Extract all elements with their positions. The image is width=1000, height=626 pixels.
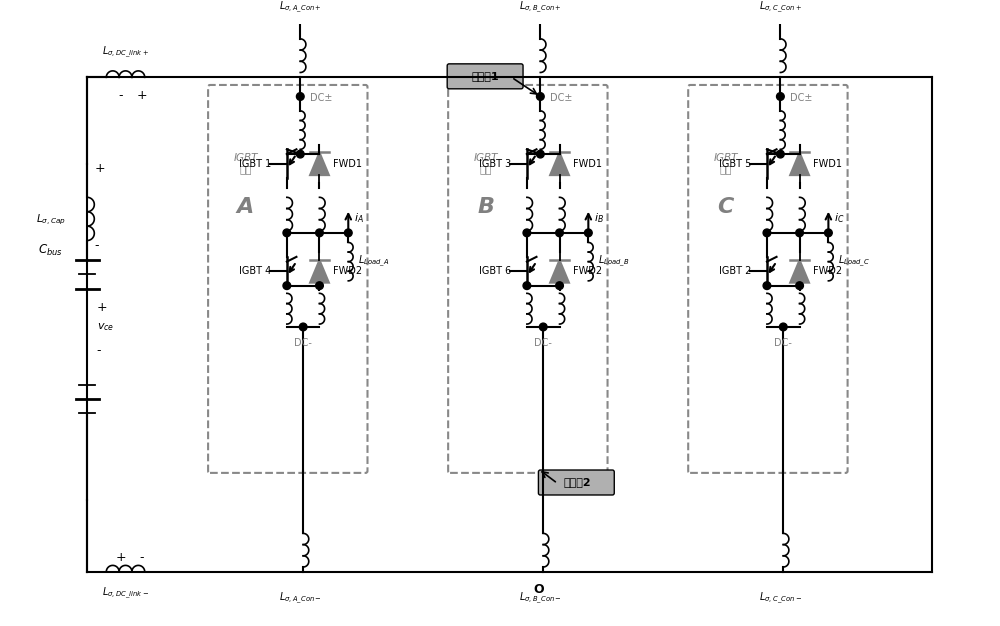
- Circle shape: [536, 93, 544, 100]
- Text: FWD1: FWD1: [333, 159, 362, 169]
- Circle shape: [539, 323, 547, 331]
- Text: $i_B$: $i_B$: [594, 212, 604, 225]
- Text: FWD2: FWD2: [573, 266, 602, 276]
- Polygon shape: [550, 152, 569, 175]
- Circle shape: [779, 323, 787, 331]
- FancyBboxPatch shape: [538, 470, 614, 495]
- Text: $L_{\sigma,DC\_link+}$: $L_{\sigma,DC\_link+}$: [102, 45, 149, 60]
- Text: $L_{\sigma,B\_Con-}$: $L_{\sigma,B\_Con-}$: [519, 591, 562, 606]
- Circle shape: [299, 323, 307, 331]
- Circle shape: [344, 229, 352, 237]
- Text: DC-: DC-: [294, 339, 312, 349]
- Circle shape: [556, 229, 563, 237]
- Text: $L_{\sigma,DC\_link-}$: $L_{\sigma,DC\_link-}$: [102, 586, 149, 602]
- Circle shape: [283, 229, 291, 237]
- Text: $L_{\sigma,C\_Con-}$: $L_{\sigma,C\_Con-}$: [759, 591, 802, 606]
- Text: -: -: [140, 551, 144, 564]
- Text: B: B: [477, 197, 494, 217]
- Text: -: -: [118, 89, 123, 102]
- Circle shape: [283, 282, 291, 289]
- Text: $L_{\sigma,Cap}$: $L_{\sigma,Cap}$: [36, 212, 66, 227]
- Circle shape: [777, 93, 784, 100]
- Text: $i_C$: $i_C$: [834, 212, 845, 225]
- Circle shape: [777, 150, 784, 158]
- Text: 监测点1: 监测点1: [471, 71, 499, 81]
- Text: IGBT
模块: IGBT 模块: [713, 153, 738, 175]
- Polygon shape: [790, 152, 809, 175]
- Polygon shape: [550, 260, 569, 283]
- Text: DC±: DC±: [310, 93, 332, 103]
- Circle shape: [763, 229, 771, 237]
- Circle shape: [796, 229, 803, 237]
- Text: FWD1: FWD1: [573, 159, 602, 169]
- Text: $L_{\sigma,B\_Con+}$: $L_{\sigma,B\_Con+}$: [519, 0, 562, 15]
- Text: IGBT 6: IGBT 6: [479, 266, 511, 276]
- Circle shape: [316, 229, 323, 237]
- Text: +: +: [95, 162, 105, 175]
- FancyBboxPatch shape: [447, 64, 523, 89]
- Text: $v_{ce}$: $v_{ce}$: [97, 321, 114, 333]
- Text: FWD1: FWD1: [813, 159, 842, 169]
- Text: IGBT 4: IGBT 4: [239, 266, 271, 276]
- Circle shape: [296, 93, 304, 100]
- Text: DC±: DC±: [790, 93, 812, 103]
- Text: O: O: [533, 583, 544, 597]
- Text: IGBT 2: IGBT 2: [719, 266, 751, 276]
- Circle shape: [584, 229, 592, 237]
- Text: FWD2: FWD2: [333, 266, 362, 276]
- Text: -: -: [95, 239, 99, 252]
- Text: DC-: DC-: [534, 339, 552, 349]
- Text: A: A: [237, 197, 254, 217]
- Text: C: C: [717, 197, 734, 217]
- Polygon shape: [310, 260, 329, 283]
- Text: IGBT 3: IGBT 3: [479, 159, 511, 169]
- Circle shape: [523, 282, 531, 289]
- Text: $L_{Load\_A}$: $L_{Load\_A}$: [358, 254, 389, 269]
- Text: $L_{Load\_C}$: $L_{Load\_C}$: [838, 254, 870, 269]
- Circle shape: [316, 282, 323, 289]
- Text: DC-: DC-: [774, 339, 792, 349]
- Circle shape: [825, 229, 832, 237]
- Text: $C_{bus}$: $C_{bus}$: [38, 243, 63, 258]
- Text: IGBT 1: IGBT 1: [239, 159, 271, 169]
- Text: $L_{\sigma,A\_Con+}$: $L_{\sigma,A\_Con+}$: [279, 0, 322, 15]
- Polygon shape: [790, 260, 809, 283]
- Text: $L_{Load\_B}$: $L_{Load\_B}$: [598, 254, 629, 269]
- Text: IGBT
模块: IGBT 模块: [233, 153, 258, 175]
- Text: -: -: [97, 344, 101, 357]
- Text: +: +: [97, 301, 107, 314]
- Circle shape: [796, 282, 803, 289]
- Text: +: +: [137, 89, 147, 102]
- Circle shape: [556, 282, 563, 289]
- Text: DC±: DC±: [550, 93, 572, 103]
- Text: $i_A$: $i_A$: [354, 212, 364, 225]
- Text: IGBT
模块: IGBT 模块: [473, 153, 498, 175]
- Text: FWD2: FWD2: [813, 266, 842, 276]
- Circle shape: [763, 282, 771, 289]
- Text: $L_{\sigma,A\_Con-}$: $L_{\sigma,A\_Con-}$: [279, 591, 322, 606]
- Circle shape: [296, 150, 304, 158]
- Text: IGBT 5: IGBT 5: [719, 159, 751, 169]
- Polygon shape: [310, 152, 329, 175]
- Text: 监测点2: 监测点2: [563, 478, 591, 488]
- Text: +: +: [115, 551, 126, 564]
- Circle shape: [523, 229, 531, 237]
- Circle shape: [536, 150, 544, 158]
- Text: $L_{\sigma,C\_Con+}$: $L_{\sigma,C\_Con+}$: [759, 0, 802, 15]
